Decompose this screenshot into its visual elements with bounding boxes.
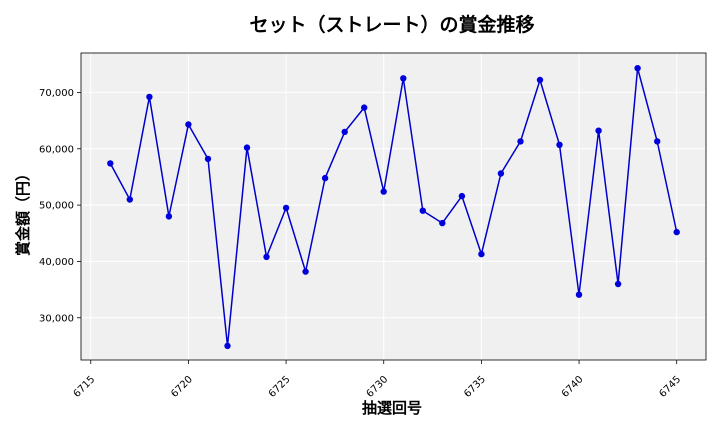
- data-point: [439, 219, 446, 227]
- x-axis-label: 抽選回号: [362, 399, 422, 417]
- series: [107, 65, 680, 350]
- data-point: [380, 188, 387, 195]
- x-tick-label: 6720: [169, 374, 195, 400]
- data-point: [243, 144, 251, 151]
- axes: [80, 52, 707, 361]
- data-point: [614, 280, 622, 288]
- y-axis-label: 賞金額（円）: [14, 166, 32, 256]
- plot-area: [81, 53, 706, 360]
- y-tick-label: 50,000: [39, 201, 74, 212]
- y-tick-label: 30,000: [39, 313, 74, 324]
- x-tick-label: 6725: [267, 374, 293, 400]
- grid: [81, 53, 706, 360]
- data-point: [575, 291, 583, 298]
- data-point: [634, 65, 641, 72]
- y-tick-label: 40,000: [39, 257, 74, 268]
- data-point: [400, 75, 407, 82]
- chart-title: セット（ストレート）の賞金推移: [249, 13, 534, 36]
- data-point: [302, 268, 309, 275]
- data-point: [224, 342, 231, 350]
- series-line: [109, 67, 678, 347]
- plot-frame: [80, 52, 707, 361]
- data-point: [146, 93, 153, 101]
- x-tick-label: 6730: [365, 374, 391, 400]
- data-point: [107, 160, 114, 167]
- data-point: [673, 228, 680, 236]
- x-tick-label: 6715: [72, 374, 98, 400]
- x-tick-label: 6740: [560, 374, 586, 400]
- data-point: [321, 174, 329, 182]
- data-point: [556, 141, 563, 148]
- data-point: [517, 138, 524, 145]
- data-point: [165, 213, 173, 220]
- data-point: [497, 170, 505, 177]
- y-tick-label: 60,000: [39, 144, 74, 155]
- data-point: [654, 138, 661, 145]
- data-point: [263, 253, 270, 261]
- x-tick-label: 6745: [658, 374, 684, 400]
- data-point: [419, 207, 426, 214]
- data-point: [458, 192, 466, 200]
- x-tick-label: 6735: [462, 374, 488, 400]
- data-point: [595, 127, 602, 134]
- data-point: [361, 104, 368, 111]
- data-point: [536, 76, 544, 84]
- data-point: [126, 196, 133, 203]
- data-point: [341, 128, 348, 136]
- data-point: [204, 155, 212, 163]
- y-tick-label: 70,000: [39, 88, 74, 99]
- data-point: [478, 250, 485, 258]
- data-point: [282, 204, 290, 212]
- data-point: [185, 121, 192, 128]
